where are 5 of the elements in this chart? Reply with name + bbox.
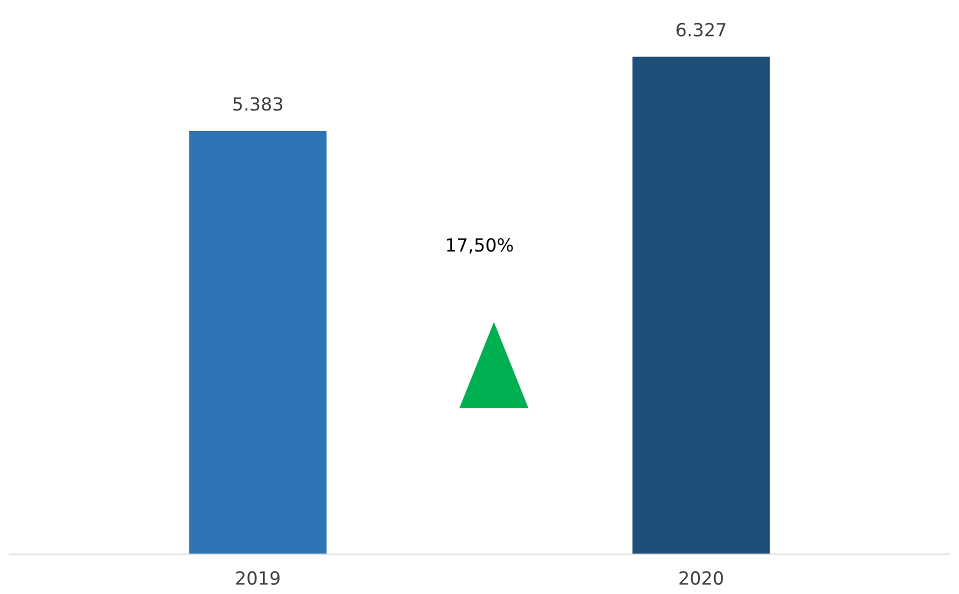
x-tick-label: 2020 [680, 571, 723, 585]
data-label: 6.327 [676, 22, 726, 37]
annotation: 17,50% [447, 238, 513, 254]
data-label: 5.383 [233, 97, 282, 111]
x-tick-label: 2019 [236, 571, 280, 585]
